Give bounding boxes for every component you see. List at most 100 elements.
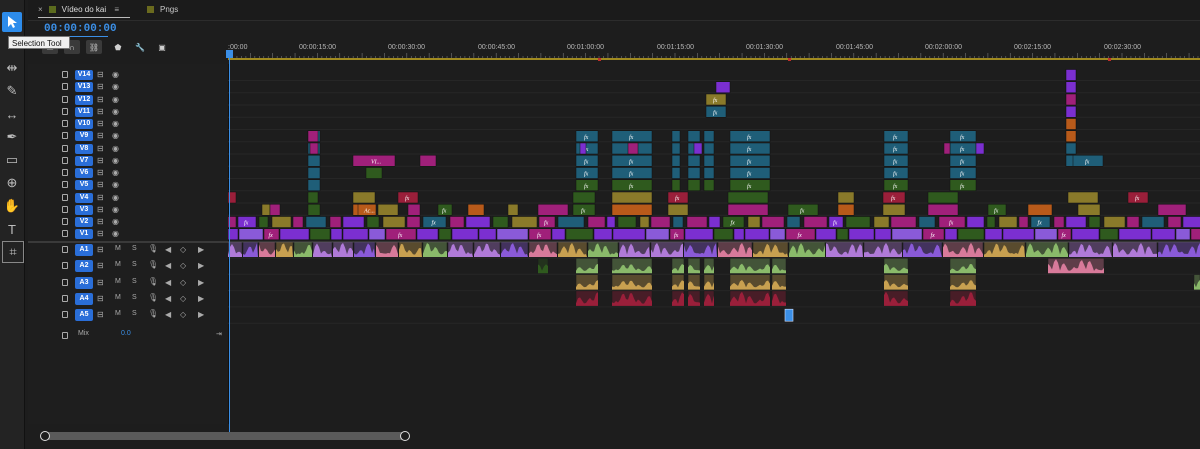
video-clip[interactable] <box>687 130 701 142</box>
lock-icon[interactable] <box>62 278 68 286</box>
video-clip[interactable] <box>1002 228 1035 240</box>
video-clip[interactable] <box>1030 216 1051 228</box>
lock-icon[interactable] <box>62 95 68 103</box>
video-clip[interactable] <box>687 155 701 167</box>
video-clip[interactable] <box>422 216 447 228</box>
video-clip[interactable] <box>883 142 909 155</box>
video-clip[interactable] <box>593 228 613 240</box>
track-target-badge[interactable]: V3 <box>75 204 93 215</box>
video-clip[interactable] <box>957 228 985 240</box>
video-clip[interactable] <box>639 216 650 228</box>
prev-keyframe-icon[interactable]: ◀ <box>165 293 172 303</box>
video-clip[interactable] <box>1088 216 1101 228</box>
video-clip[interactable] <box>998 216 1018 228</box>
track-target-badge[interactable]: V2 <box>75 217 93 227</box>
lock-icon[interactable] <box>62 230 68 238</box>
linked-selection-icon[interactable]: ⛓ <box>86 40 102 54</box>
prev-keyframe-icon[interactable]: ◀ <box>165 261 172 271</box>
video-clip[interactable] <box>537 204 569 216</box>
sync-lock-icon[interactable]: ⊟ <box>97 106 104 116</box>
track-target-badge[interactable]: A4 <box>75 292 93 305</box>
keyframe-icon[interactable]: ◇ <box>180 310 187 320</box>
sync-lock-icon[interactable]: ⊟ <box>97 119 104 128</box>
prev-keyframe-icon[interactable]: ◀ <box>165 310 172 320</box>
video-clip[interactable] <box>786 216 801 228</box>
video-clip[interactable] <box>449 216 465 228</box>
video-clip[interactable] <box>575 130 599 142</box>
video-clip[interactable] <box>873 216 890 228</box>
video-clip[interactable] <box>606 216 616 228</box>
video-clip[interactable] <box>1103 216 1126 228</box>
video-clip[interactable] <box>279 228 310 240</box>
timeline-settings-icon[interactable]: 🔧 <box>135 42 145 52</box>
video-clip[interactable] <box>1071 228 1100 240</box>
video-clip[interactable] <box>729 155 771 167</box>
video-clip[interactable] <box>713 228 734 240</box>
track-target-badge[interactable]: V9 <box>75 131 93 142</box>
video-clip[interactable] <box>307 179 321 191</box>
video-clip[interactable] <box>672 216 684 228</box>
video-clip[interactable] <box>467 204 485 216</box>
next-keyframe-icon[interactable]: ▶ <box>198 310 205 320</box>
video-clip[interactable] <box>890 216 917 228</box>
solo-button[interactable]: S <box>132 245 137 252</box>
video-clip[interactable] <box>803 216 828 228</box>
type-tool-icon[interactable]: T <box>8 221 16 237</box>
video-clip[interactable] <box>837 191 855 204</box>
video-clip[interactable] <box>292 216 304 228</box>
video-clip[interactable] <box>703 142 715 155</box>
sync-lock-icon[interactable]: ⊟ <box>97 229 104 239</box>
video-clip[interactable] <box>671 155 681 167</box>
next-keyframe-icon[interactable]: ▶ <box>198 277 205 287</box>
video-clip[interactable] <box>611 191 653 204</box>
video-clip[interactable] <box>1065 81 1077 93</box>
video-clip[interactable] <box>1034 228 1058 240</box>
video-clip[interactable] <box>307 191 319 204</box>
video-clip[interactable] <box>703 167 715 179</box>
mute-button[interactable]: M <box>115 293 121 301</box>
keyframe-icon[interactable]: ◇ <box>180 277 187 287</box>
video-clip[interactable] <box>650 216 671 228</box>
playhead-timecode[interactable]: 00:00:00:00 <box>44 23 117 35</box>
lock-icon[interactable] <box>62 246 68 253</box>
video-clip[interactable] <box>1053 216 1065 228</box>
video-clip[interactable] <box>891 228 923 240</box>
timeline-zoom-scrollbar[interactable] <box>40 431 410 441</box>
track-target-badge[interactable]: V10 <box>75 119 93 129</box>
playhead-line[interactable] <box>229 52 230 432</box>
video-clip[interactable] <box>611 155 653 167</box>
eye-icon[interactable]: ◉ <box>112 229 119 239</box>
video-clip[interactable] <box>949 179 977 191</box>
selection-tool-icon[interactable] <box>2 12 22 32</box>
sync-lock-icon[interactable]: ⊟ <box>97 70 104 79</box>
video-clip[interactable] <box>511 216 538 228</box>
solo-button[interactable]: S <box>132 310 137 318</box>
video-clip[interactable] <box>684 228 714 240</box>
video-clip[interactable] <box>927 191 959 204</box>
track-target-badge[interactable]: V1 <box>75 229 93 240</box>
video-clip[interactable] <box>703 179 715 191</box>
video-clip[interactable] <box>305 216 327 228</box>
video-clip[interactable] <box>438 228 452 240</box>
video-clip[interactable] <box>986 216 996 228</box>
track-target-badge[interactable]: A5 <box>75 309 93 322</box>
tab-menu-icon[interactable]: ≡ <box>114 5 120 14</box>
track-target-badge[interactable]: A3 <box>75 276 93 289</box>
lock-icon[interactable] <box>62 144 68 152</box>
sync-lock-icon[interactable]: ⊟ <box>97 94 104 104</box>
video-clip[interactable] <box>1190 228 1200 240</box>
video-clip[interactable] <box>686 216 708 228</box>
mute-button[interactable]: M <box>115 245 121 252</box>
slip-tool-icon[interactable]: ↔ <box>5 106 19 122</box>
prev-keyframe-icon[interactable]: ◀ <box>165 245 172 254</box>
video-clip[interactable] <box>406 216 421 228</box>
video-clip[interactable] <box>975 142 985 155</box>
video-clip[interactable] <box>966 216 985 228</box>
video-clip[interactable] <box>1065 106 1077 118</box>
sync-lock-icon[interactable]: ⊟ <box>97 245 104 254</box>
video-clip[interactable] <box>237 216 257 228</box>
video-clip[interactable] <box>918 216 936 228</box>
ripple-edit-icon[interactable]: ✎ <box>6 83 18 98</box>
video-clip[interactable] <box>368 228 386 240</box>
lock-icon[interactable] <box>62 294 68 302</box>
